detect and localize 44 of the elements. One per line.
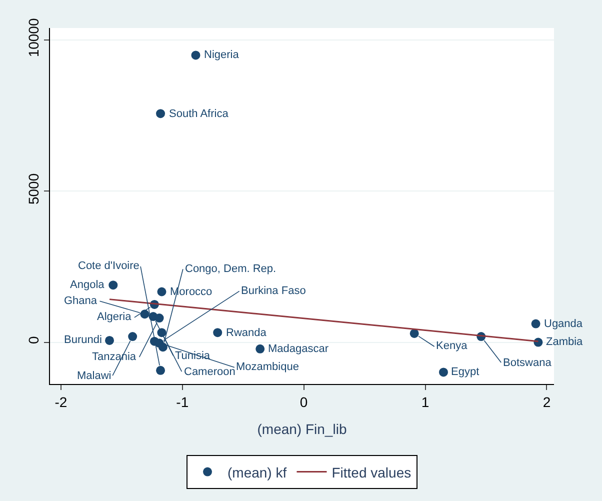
legend-label: (mean) kf: [228, 464, 287, 480]
annotation: Cameroon: [184, 366, 236, 378]
annotation: South Africa: [169, 108, 230, 120]
y-tick-label: 5000: [25, 173, 42, 205]
point: [108, 280, 118, 290]
annotation: Mozambique: [236, 361, 299, 373]
annotation: Ghana: [64, 295, 98, 307]
annotation: Cote d'Ivoire: [78, 260, 140, 272]
point: [438, 368, 448, 377]
point: [157, 287, 166, 296]
annotation: Botswana: [503, 357, 552, 369]
point: [213, 328, 222, 338]
x-tick-label: 1: [421, 394, 430, 410]
annotation: Burkina Faso: [241, 285, 306, 297]
annotation: Uganda: [544, 318, 584, 330]
y-tick-label: 0: [25, 336, 42, 344]
annotation: Rwanda: [226, 327, 268, 339]
annotation: Algeria: [97, 311, 132, 323]
point: [158, 342, 168, 352]
point: [128, 332, 138, 342]
y-tick-label: 10000: [25, 18, 42, 58]
point: [154, 314, 164, 323]
annotation: Madagascar: [268, 343, 329, 355]
point: [191, 50, 200, 60]
x-tick-label: 2: [542, 394, 551, 410]
point: [156, 109, 166, 118]
point: [410, 328, 419, 338]
x-tick-label: -2: [54, 394, 68, 410]
point: [105, 336, 114, 345]
annotation: Burundi: [64, 334, 102, 346]
x-tick-label: -1: [176, 394, 189, 410]
legend-label: Fitted values: [332, 464, 412, 480]
point: [531, 319, 540, 328]
annotation: Congo, Dem. Rep.: [185, 263, 276, 275]
point: [256, 344, 265, 354]
annotation: Malawi: [77, 370, 112, 382]
x-tick-label: 0: [300, 394, 308, 410]
x-axis-title: (mean) Fin_lib: [257, 421, 347, 438]
annotation: Zambia: [546, 336, 584, 348]
annotation: Nigeria: [204, 49, 240, 61]
annotation: Kenya: [436, 340, 468, 352]
annotation: Egypt: [451, 366, 480, 378]
point: [156, 366, 166, 375]
annotation: Angola: [70, 279, 106, 291]
